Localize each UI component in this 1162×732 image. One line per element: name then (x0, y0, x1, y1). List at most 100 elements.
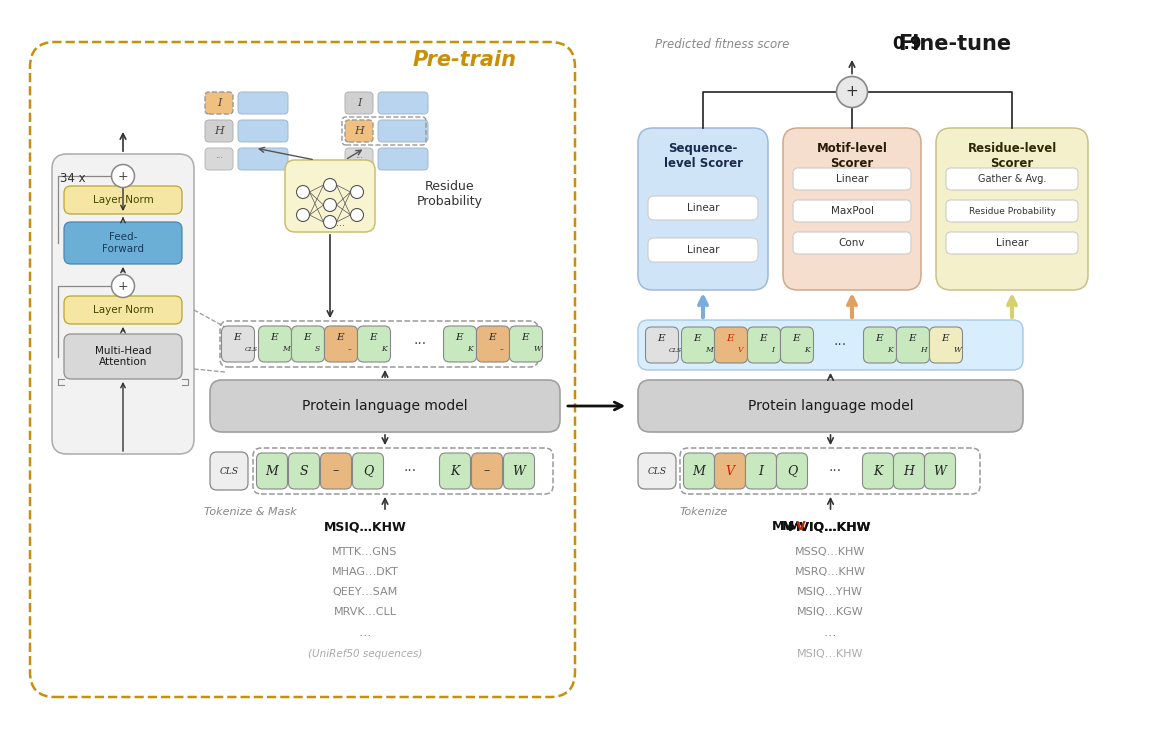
Text: ···: ··· (356, 154, 363, 163)
Text: E: E (456, 332, 462, 342)
Text: Protein language model: Protein language model (302, 399, 468, 413)
Text: M: M (266, 465, 279, 477)
Text: MSIQ…KGW: MSIQ…KGW (797, 607, 863, 617)
FancyBboxPatch shape (210, 380, 560, 432)
FancyBboxPatch shape (288, 453, 320, 489)
FancyBboxPatch shape (205, 120, 234, 142)
Text: Feed-
Forward: Feed- Forward (102, 232, 144, 254)
Text: Protein language model: Protein language model (747, 399, 913, 413)
Circle shape (323, 215, 337, 228)
FancyBboxPatch shape (352, 453, 383, 489)
FancyBboxPatch shape (648, 196, 758, 220)
FancyBboxPatch shape (648, 238, 758, 262)
Text: Q: Q (787, 465, 797, 477)
Text: Linear: Linear (687, 245, 719, 255)
Text: M: M (705, 346, 712, 354)
Text: H: H (214, 126, 224, 136)
Text: MaxPool: MaxPool (831, 206, 874, 216)
Text: E: E (941, 334, 949, 343)
Text: +: + (846, 84, 859, 100)
FancyBboxPatch shape (285, 160, 375, 232)
Text: W: W (953, 346, 961, 354)
Text: –: – (500, 345, 504, 353)
Text: Q: Q (363, 465, 373, 477)
Circle shape (323, 179, 337, 192)
FancyBboxPatch shape (747, 327, 781, 363)
Text: –: – (347, 345, 352, 353)
Text: I: I (759, 465, 763, 477)
Text: E: E (792, 334, 799, 343)
FancyBboxPatch shape (638, 453, 676, 489)
FancyBboxPatch shape (205, 148, 234, 170)
FancyBboxPatch shape (863, 327, 897, 363)
Text: CLS: CLS (220, 466, 238, 476)
FancyBboxPatch shape (378, 92, 428, 114)
Text: E: E (909, 334, 916, 343)
Text: H: H (920, 346, 926, 354)
Text: ···: ··· (336, 221, 344, 231)
Text: …: … (359, 626, 371, 638)
Text: V: V (725, 465, 734, 477)
FancyBboxPatch shape (776, 453, 808, 489)
Circle shape (296, 185, 309, 198)
Text: K: K (467, 345, 473, 353)
FancyBboxPatch shape (781, 327, 813, 363)
Text: K: K (887, 346, 892, 354)
Text: MHAG…DKT: MHAG…DKT (331, 567, 399, 577)
Text: V: V (796, 520, 805, 534)
Text: Layer Norm: Layer Norm (93, 305, 153, 315)
FancyBboxPatch shape (210, 452, 248, 490)
FancyBboxPatch shape (292, 326, 324, 362)
FancyBboxPatch shape (638, 320, 1023, 370)
Text: E: E (726, 334, 734, 343)
Text: +: + (117, 280, 128, 293)
Text: Multi-Head
Attention: Multi-Head Attention (95, 346, 151, 367)
Text: MSSQ…KHW: MSSQ…KHW (795, 547, 866, 557)
Text: K: K (381, 345, 387, 353)
Text: MVIQ…KHW: MVIQ…KHW (788, 520, 872, 534)
Text: E: E (271, 332, 278, 342)
Text: Linear: Linear (996, 238, 1028, 248)
FancyBboxPatch shape (205, 92, 234, 114)
FancyBboxPatch shape (509, 326, 543, 362)
FancyBboxPatch shape (321, 453, 351, 489)
FancyBboxPatch shape (925, 453, 955, 489)
Text: Residue-level
Scorer: Residue-level Scorer (968, 142, 1056, 170)
FancyBboxPatch shape (358, 326, 390, 362)
Text: (UniRef50 sequences): (UniRef50 sequences) (308, 649, 422, 659)
FancyBboxPatch shape (683, 453, 715, 489)
Text: ···: ··· (414, 337, 426, 351)
FancyBboxPatch shape (638, 380, 1023, 432)
FancyBboxPatch shape (946, 232, 1078, 254)
FancyBboxPatch shape (64, 222, 182, 264)
Text: W: W (512, 465, 525, 477)
Text: V: V (738, 346, 744, 354)
Text: 34 x: 34 x (60, 172, 86, 185)
Text: MSIQ…KHW: MSIQ…KHW (324, 520, 407, 534)
Text: E: E (658, 334, 665, 343)
Text: +: + (117, 170, 128, 182)
Text: I: I (772, 346, 774, 354)
FancyBboxPatch shape (897, 327, 930, 363)
FancyBboxPatch shape (64, 186, 182, 214)
FancyBboxPatch shape (257, 453, 287, 489)
FancyBboxPatch shape (715, 327, 747, 363)
Text: M: M (282, 345, 289, 353)
FancyBboxPatch shape (222, 326, 254, 362)
Text: Pre-train: Pre-train (413, 50, 517, 70)
FancyBboxPatch shape (439, 453, 471, 489)
Text: MSIQ…YHW: MSIQ…YHW (797, 587, 863, 597)
Text: CLS: CLS (647, 466, 667, 476)
Text: MVIQ…KHW: MVIQ…KHW (788, 520, 872, 534)
Text: MSRQ…KHW: MSRQ…KHW (795, 567, 866, 577)
FancyBboxPatch shape (378, 120, 428, 142)
Text: …: … (824, 626, 837, 638)
FancyBboxPatch shape (238, 148, 288, 170)
Text: H: H (904, 465, 914, 477)
FancyBboxPatch shape (238, 120, 288, 142)
Text: Residue Probability: Residue Probability (969, 206, 1055, 215)
Text: H: H (354, 126, 364, 136)
Circle shape (112, 165, 135, 187)
Text: ···: ··· (833, 338, 847, 352)
FancyBboxPatch shape (345, 92, 373, 114)
